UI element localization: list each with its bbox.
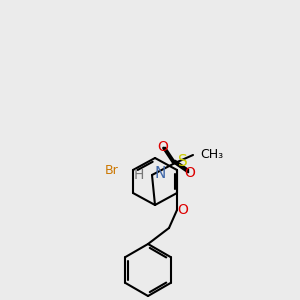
Text: S: S bbox=[178, 154, 188, 169]
Text: Br: Br bbox=[105, 164, 119, 176]
Text: N: N bbox=[155, 166, 166, 181]
Text: H: H bbox=[134, 168, 144, 182]
Text: O: O bbox=[178, 203, 188, 217]
Text: O: O bbox=[158, 140, 168, 154]
Text: O: O bbox=[184, 166, 195, 180]
Text: CH₃: CH₃ bbox=[200, 148, 223, 161]
